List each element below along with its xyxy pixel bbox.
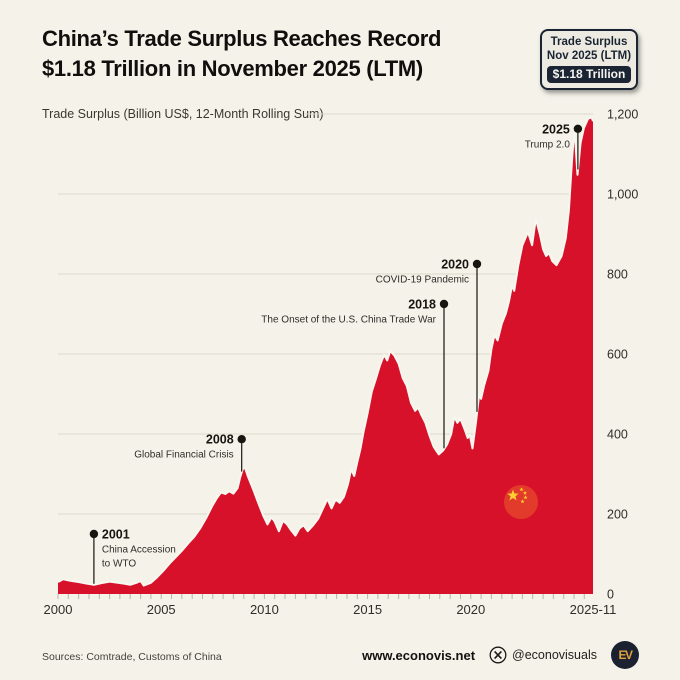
badge-value-pill: $1.18 Trillion <box>547 66 631 83</box>
y-axis-label: 800 <box>607 268 628 282</box>
area-top-edge <box>57 116 594 587</box>
trade-surplus-area <box>58 117 593 594</box>
title-line-1: China’s Trade Surplus Reaches Record <box>42 26 442 51</box>
x-axis-label: 2015 <box>353 602 382 617</box>
title-line-2: $1.18 Trillion in November 2025 (LTM) <box>42 56 423 81</box>
annotation-dot-2020 <box>472 259 482 269</box>
y-axis-label: 200 <box>607 508 628 522</box>
page-title: China’s Trade Surplus Reaches Record $1.… <box>42 24 441 84</box>
annotation-dot-2008 <box>237 435 246 444</box>
x-axis-label: 2020 <box>456 602 485 617</box>
annotation-text-2001: China Accession <box>102 545 176 556</box>
annotation-dot-2025 <box>573 124 583 133</box>
annotation-dot-2001 <box>89 529 99 539</box>
x-axis-label: 2025-11 <box>570 602 617 617</box>
sources-note: Sources: Comtrade, Customs of China <box>42 651 222 663</box>
x-axis-label: 2000 <box>44 602 73 617</box>
badge-label-line2: Nov 2025 (LTM) <box>546 50 632 62</box>
x-axis-label: 2010 <box>250 602 279 617</box>
annotation-year-2001: 2001 <box>102 528 130 542</box>
flag-small-star <box>522 490 528 495</box>
y-axis-label: 0 <box>607 588 614 602</box>
flag-small-star <box>520 499 525 504</box>
econovis-logo: EV <box>611 641 639 669</box>
annotation-dot-2018 <box>439 299 449 309</box>
footer-credits: www.econovis.net @econovisuals EV <box>362 641 639 669</box>
x-twitter-icon <box>489 646 507 664</box>
value-badge: Trade Surplus Nov 2025 (LTM) $1.18 Trill… <box>540 29 638 90</box>
social-handle: @econovisuals <box>512 648 597 662</box>
flag-small-star <box>523 495 528 500</box>
annotation-text-2018: The Onset of the U.S. China Trade War <box>261 315 436 326</box>
annotation-year-2008: 2008 <box>206 433 234 447</box>
annotation-text-2001: to WTO <box>102 559 136 570</box>
annotation-text-2008: Global Financial Crisis <box>134 450 233 461</box>
y-axis-label: 1,200 <box>607 108 638 122</box>
chart-subtitle: Trade Surplus (Billion US$, 12-Month Rol… <box>42 107 324 121</box>
annotation-text-2020: COVID-19 Pandemic <box>376 275 469 286</box>
y-axis-label: 1,000 <box>607 188 638 202</box>
annotation-year-2025: 2025 <box>542 122 570 136</box>
y-axis-label: 600 <box>607 348 628 362</box>
y-axis-label: 400 <box>607 428 628 442</box>
x-handle-group: @econovisuals <box>489 646 597 664</box>
website-text: www.econovis.net <box>362 647 476 663</box>
x-axis-label: 2005 <box>147 602 176 617</box>
annotation-year-2020: 2020 <box>441 258 469 272</box>
annotation-year-2018: 2018 <box>408 298 436 312</box>
annotation-text-2025: Trump 2.0 <box>525 139 571 150</box>
flag-big-star <box>507 489 519 501</box>
flag-small-star <box>519 487 524 492</box>
badge-label-line1: Trade Surplus <box>550 36 628 48</box>
